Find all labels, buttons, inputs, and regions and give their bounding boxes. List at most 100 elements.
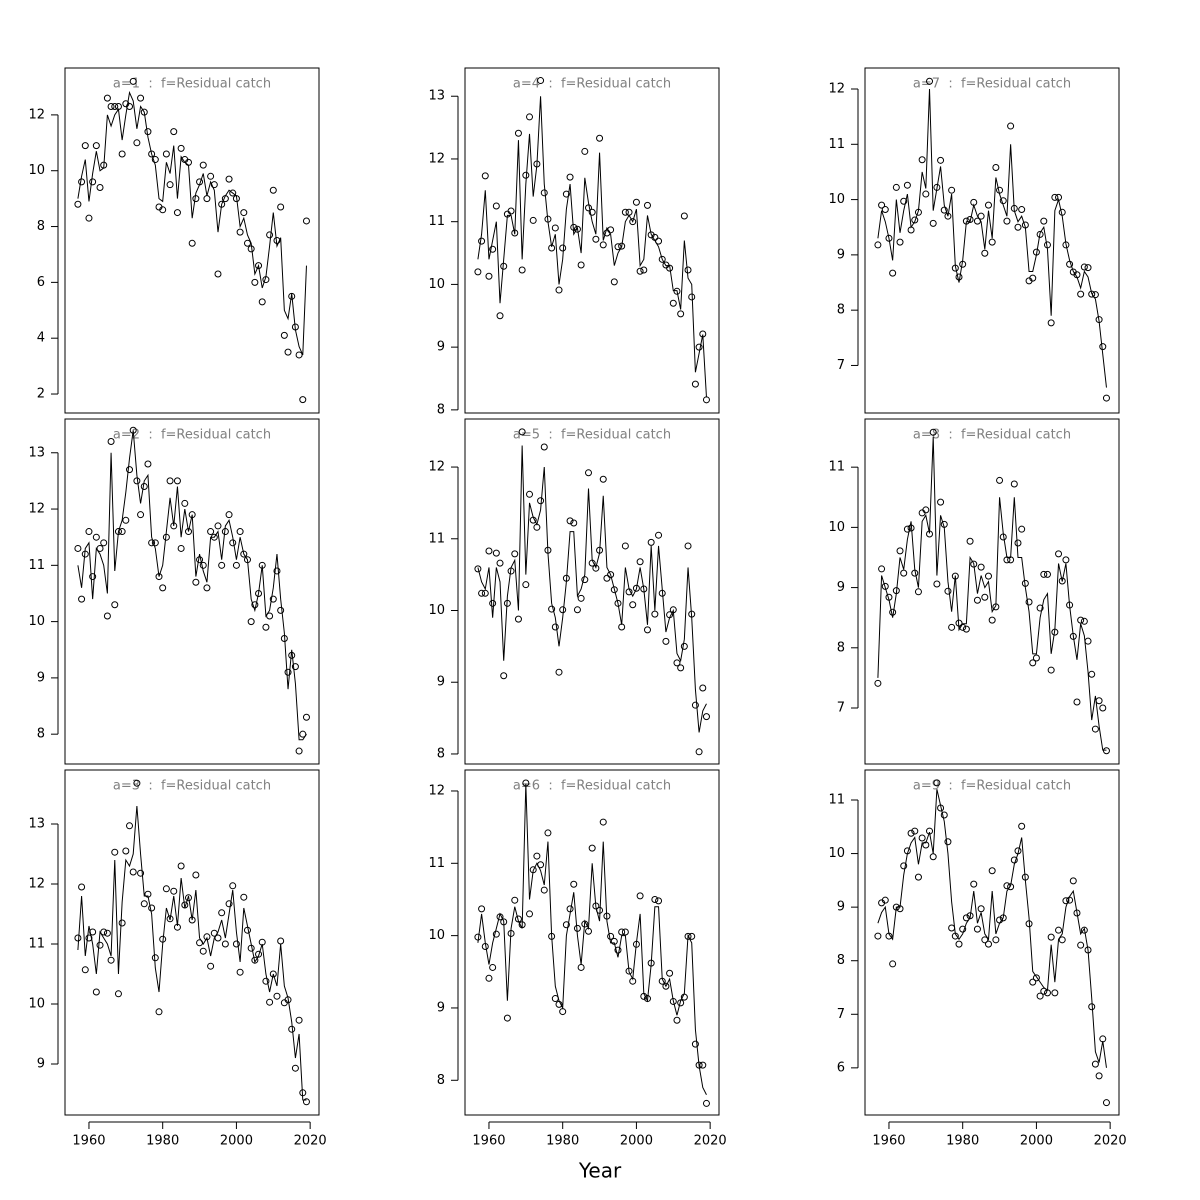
data-point bbox=[247, 618, 255, 626]
data-point bbox=[948, 623, 956, 631]
data-point bbox=[492, 549, 500, 557]
data-point bbox=[144, 128, 152, 136]
data-point bbox=[74, 934, 82, 942]
data-point bbox=[514, 129, 522, 137]
data-point bbox=[1062, 556, 1070, 564]
x-tick-label: 1980 bbox=[546, 1134, 579, 1149]
data-point bbox=[1047, 319, 1055, 327]
fitted-line bbox=[477, 783, 707, 1095]
data-point bbox=[511, 896, 519, 904]
data-point bbox=[214, 522, 222, 530]
fitted-line bbox=[77, 90, 307, 356]
data-point bbox=[673, 287, 681, 295]
data-point bbox=[647, 538, 655, 546]
data-point bbox=[874, 241, 882, 249]
y-tick-label: 12 bbox=[428, 460, 445, 475]
data-point bbox=[522, 581, 530, 589]
y-tick-label: 11 bbox=[428, 531, 445, 546]
data-point bbox=[177, 544, 185, 552]
data-point bbox=[577, 963, 585, 971]
data-point bbox=[137, 869, 145, 877]
data-point bbox=[81, 142, 89, 150]
data-point bbox=[929, 853, 937, 861]
data-point bbox=[492, 202, 500, 210]
data-point bbox=[618, 242, 626, 250]
panel-title: a=1 : f=Residual catch bbox=[113, 77, 271, 92]
data-point bbox=[573, 606, 581, 614]
data-point bbox=[485, 974, 493, 982]
y-tick-label: 11 bbox=[428, 214, 445, 229]
data-point bbox=[111, 601, 119, 609]
data-point bbox=[1014, 539, 1022, 547]
data-point bbox=[970, 880, 978, 888]
data-point bbox=[478, 589, 486, 597]
data-point bbox=[111, 848, 119, 856]
data-point bbox=[914, 588, 922, 596]
y-tick-label: 10 bbox=[828, 846, 845, 861]
data-point bbox=[162, 885, 170, 893]
y-tick-label: 11 bbox=[28, 937, 45, 952]
data-point bbox=[251, 278, 259, 286]
data-point bbox=[302, 713, 310, 721]
data-point bbox=[114, 990, 122, 998]
data-point bbox=[492, 930, 500, 938]
data-point bbox=[199, 947, 207, 955]
y-tick-label: 9 bbox=[37, 670, 45, 685]
data-point bbox=[511, 550, 519, 558]
data-point bbox=[1102, 747, 1110, 755]
data-point bbox=[1036, 230, 1044, 238]
data-point bbox=[78, 178, 86, 186]
data-point bbox=[236, 968, 244, 976]
data-point bbox=[232, 940, 240, 948]
y-tick-label: 9 bbox=[837, 247, 845, 262]
data-point bbox=[973, 596, 981, 604]
data-point bbox=[126, 822, 134, 830]
data-point bbox=[577, 594, 585, 602]
data-point bbox=[1055, 926, 1063, 934]
data-point bbox=[1036, 992, 1044, 1000]
data-point bbox=[900, 862, 908, 870]
data-point bbox=[911, 216, 919, 224]
data-point bbox=[188, 239, 196, 247]
data-point bbox=[1014, 223, 1022, 231]
data-point bbox=[203, 584, 211, 592]
data-point bbox=[614, 946, 622, 954]
data-point bbox=[570, 519, 578, 527]
data-point bbox=[1080, 263, 1088, 271]
data-point bbox=[996, 476, 1004, 484]
data-point bbox=[540, 886, 548, 894]
data-point bbox=[992, 164, 1000, 172]
data-point bbox=[1032, 654, 1040, 662]
data-point bbox=[559, 1008, 567, 1016]
data-point bbox=[699, 1061, 707, 1069]
data-point bbox=[140, 900, 148, 908]
y-tick-label: 6 bbox=[37, 275, 45, 290]
y-tick-label: 9 bbox=[37, 1057, 45, 1072]
y-tick-label: 11 bbox=[428, 856, 445, 871]
data-point bbox=[632, 198, 640, 206]
y-tick-label: 2 bbox=[37, 387, 45, 402]
data-point bbox=[103, 929, 111, 937]
data-point bbox=[295, 351, 303, 359]
y-tick-label: 9 bbox=[437, 1000, 445, 1015]
data-point bbox=[1018, 525, 1026, 533]
data-point bbox=[266, 998, 274, 1006]
data-point bbox=[677, 664, 685, 672]
data-point bbox=[96, 183, 104, 191]
data-point bbox=[944, 587, 952, 595]
data-point bbox=[284, 668, 292, 676]
data-point bbox=[607, 571, 615, 579]
data-point bbox=[302, 217, 310, 225]
y-tick-label: 11 bbox=[828, 460, 845, 475]
data-point bbox=[489, 245, 497, 253]
x-tick-label: 2000 bbox=[1020, 1134, 1053, 1149]
data-point bbox=[1077, 941, 1085, 949]
data-point bbox=[159, 206, 167, 214]
data-point bbox=[503, 1014, 511, 1022]
data-point bbox=[133, 139, 141, 147]
data-point bbox=[988, 616, 996, 624]
data-point bbox=[962, 914, 970, 922]
data-point bbox=[948, 924, 956, 932]
data-point bbox=[592, 564, 600, 572]
